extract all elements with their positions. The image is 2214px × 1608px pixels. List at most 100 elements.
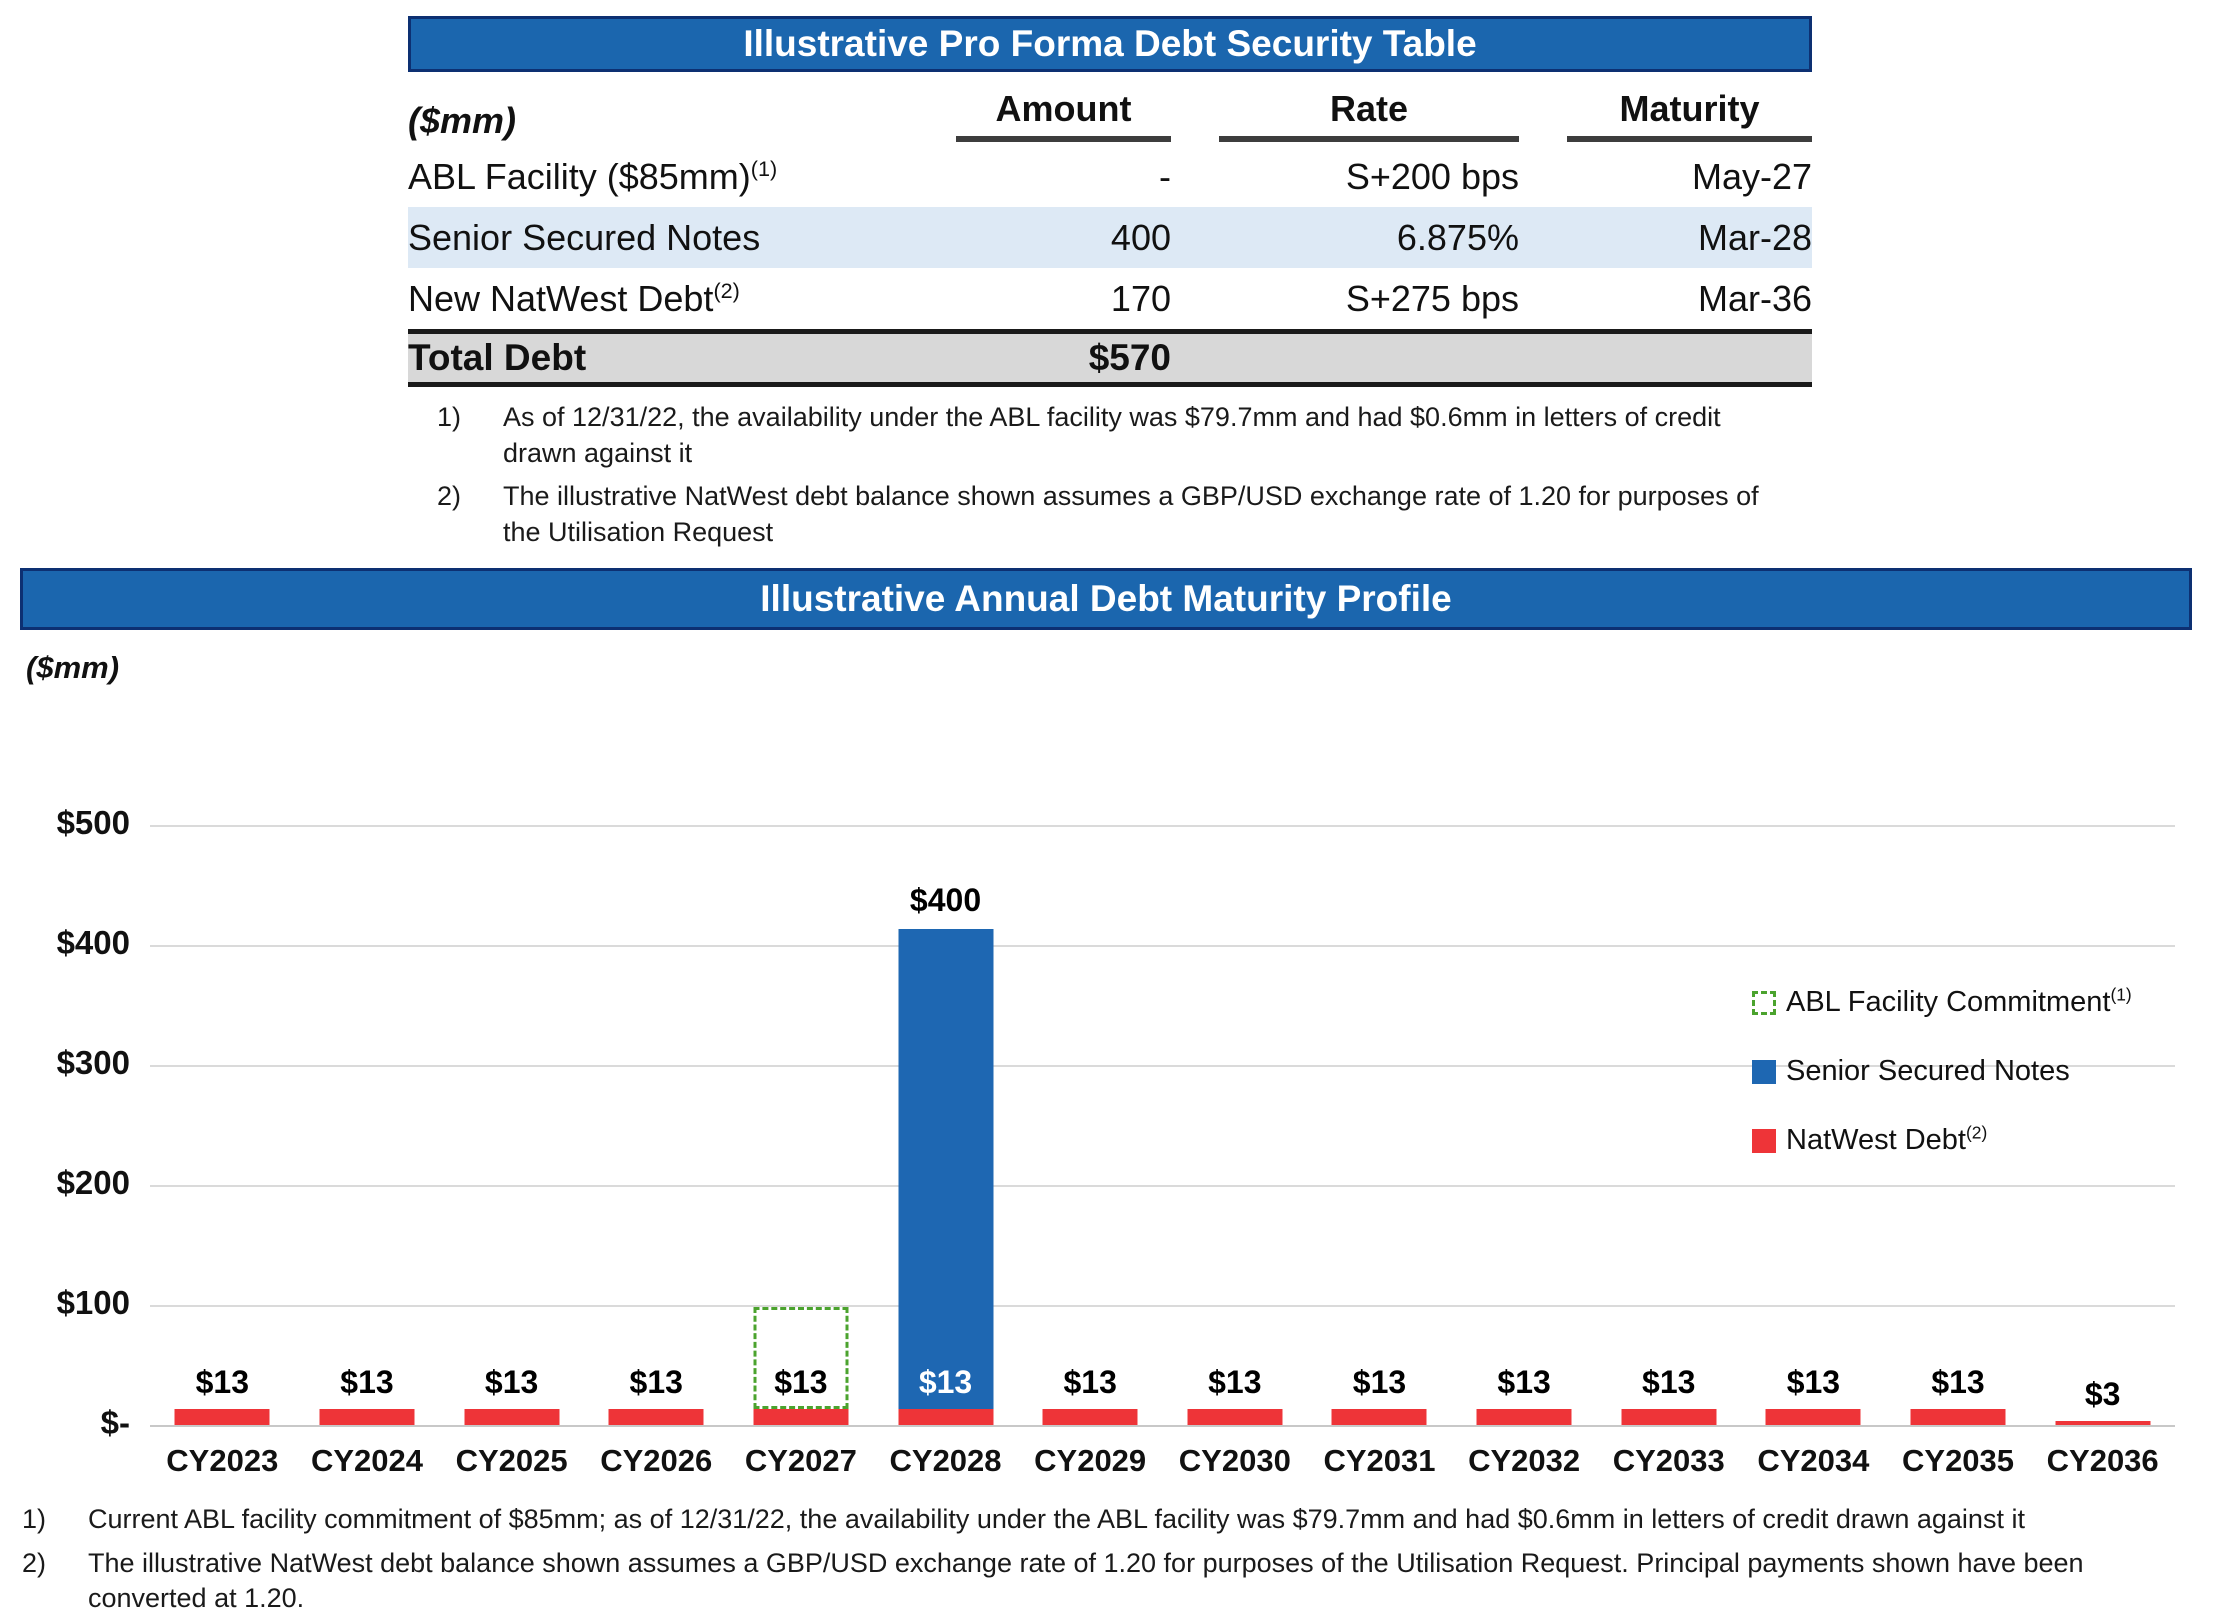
x-axis-category-label: CY2030 (1178, 1443, 1291, 1478)
bar-value-label: $13 (1063, 1364, 1117, 1401)
natwest-debt-bar (753, 1409, 849, 1425)
x-axis-category-label: CY2028 (889, 1443, 1002, 1478)
natwest-debt-bar (608, 1409, 704, 1425)
row-amount: 400 (1110, 216, 1171, 258)
footnote-text: As of 12/31/22, the availability under t… (503, 402, 1721, 468)
bar-value-label: $13 (629, 1364, 683, 1401)
natwest-debt-bar (1476, 1409, 1572, 1425)
chart-column-cy2028: $13 CY2028 $400 (873, 825, 1018, 1478)
column-header-amount: Amount (956, 88, 1171, 142)
total-amount: $570 (1088, 337, 1171, 378)
row-maturity: May-27 (1691, 155, 1812, 197)
natwest-debt-bar (1187, 1409, 1283, 1425)
row-rate: 6.875% (1396, 216, 1519, 258)
stack-total-label: $400 (909, 882, 982, 919)
natwest-debt-bar (174, 1409, 270, 1425)
table-header-row: ($mm) Amount Rate Maturity (408, 72, 1812, 146)
table-unit-label: ($mm) (408, 100, 517, 141)
legend-label: ABL Facility Commitment(1) (1786, 984, 2132, 1018)
legend-blue-swatch-icon (1752, 1059, 1776, 1084)
x-axis-category-label: CY2032 (1468, 1443, 1581, 1478)
natwest-debt-bar (1621, 1409, 1717, 1425)
table-body: ABL Facility ($85mm)(1) - S+200 bps May-27 S… (408, 146, 1812, 329)
footnote-text: Current ABL facility commitment of $85mm… (88, 1504, 2025, 1534)
table-footnotes: 1) As of 12/31/22, the availability under… (437, 400, 1782, 551)
row-name: New NatWest Debt(2) (408, 277, 740, 319)
total-label: Total Debt (408, 337, 587, 378)
y-axis-tick-label: $200 (56, 1164, 130, 1201)
bar-value-label: $13 (1642, 1364, 1696, 1401)
x-axis-category-label: CY2033 (1612, 1443, 1725, 1478)
bar-chart-plot-area: $13 CY2023 $13 CY2024 $13 CY2025 $13 CY2026 $13 C… (150, 825, 2175, 1478)
y-axis-tick-label: $100 (56, 1284, 130, 1321)
legend-item: NatWest Debt(2) (1752, 1124, 2132, 1157)
chart-title: Illustrative Annual Debt Maturity Profil… (760, 578, 1452, 619)
footnote-number: 2) (22, 1547, 47, 1578)
natwest-debt-bar (1765, 1409, 1861, 1425)
debt-security-table: ($mm) Amount Rate Maturity ABL Facility … (408, 72, 1812, 387)
y-axis-tick-label: $400 (56, 924, 130, 961)
gridline (150, 1065, 2175, 1067)
chart-column-cy2031: $13 CY2031 (1307, 825, 1452, 1478)
y-axis-tick-label: $500 (56, 804, 130, 841)
row-amount: 170 (1110, 277, 1171, 319)
bar-value-label: $3 (2084, 1376, 2121, 1413)
bar-value-label: $13 (340, 1364, 394, 1401)
bar-value-label: $13 (195, 1364, 250, 1401)
chart-footnotes: 1) Current ABL facility commitment of $85… (22, 1502, 2200, 1608)
footnote-number: 1) (437, 402, 462, 432)
legend-label: Senior Secured Notes (1786, 1055, 2070, 1087)
row-name: Senior Secured Notes (408, 216, 761, 258)
row-name: ABL Facility ($85mm)(1) (408, 155, 778, 197)
footnote-text: The illustrative NatWest debt balance sh… (88, 1547, 2084, 1608)
y-axis-tick-label: $300 (56, 1044, 130, 1081)
x-axis-category-label: CY2027 (744, 1443, 857, 1478)
legend-dash-swatch-icon (1752, 990, 1776, 1015)
x-axis-category-label: CY2025 (455, 1443, 568, 1478)
x-axis-category-label: CY2023 (166, 1443, 279, 1478)
row-maturity: Mar-36 (1697, 277, 1812, 319)
legend-item: Senior Secured Notes (1752, 1055, 2132, 1088)
table-row: New NatWest Debt(2) 170 S+275 bps Mar-36 (408, 268, 1812, 329)
chart-column-cy2030: $13 CY2030 (1163, 825, 1308, 1478)
row-maturity: Mar-28 (1697, 216, 1812, 258)
bar-value-label: $13 (1931, 1364, 1985, 1401)
senior-secured-notes-bar (898, 929, 994, 1410)
abl-facility-commitment-outline (753, 1307, 849, 1410)
column-header-maturity: Maturity (1567, 88, 1812, 142)
y-axis-tick-label: $- (100, 1404, 130, 1441)
bar-value-label: $13 (1497, 1364, 1551, 1401)
x-axis-category-label: CY2036 (2046, 1443, 2159, 1478)
table-title: Illustrative Pro Forma Debt Security Tab… (743, 23, 1477, 64)
chart-legend: ABL Facility Commitment(1) Senior Secured… (1752, 986, 2132, 1193)
legend-label: NatWest Debt(2) (1786, 1122, 1988, 1156)
chart-column-cy2035: $13 CY2035 (1886, 825, 2031, 1478)
chart-column-cy2024: $13 CY2024 (295, 825, 440, 1478)
chart-column-cy2023: $13 CY2023 (150, 825, 295, 1478)
chart-column-cy2026: $13 CY2026 (584, 825, 729, 1478)
legend-red-swatch-icon (1752, 1128, 1776, 1153)
chart-column-cy2036: $3 CY2036 (2030, 825, 2175, 1478)
gridline (150, 1185, 2175, 1187)
bar-value-label: $13 (918, 1364, 973, 1401)
column-header-rate: Rate (1219, 88, 1519, 142)
bar-value-label: $13 (484, 1364, 539, 1401)
footnote-number: 1) (22, 1504, 47, 1534)
bar-value-label: $13 (1786, 1364, 1841, 1401)
x-axis-category-label: CY2034 (1757, 1443, 1870, 1478)
row-rate: S+275 bps (1345, 277, 1519, 319)
chart-title-banner: Illustrative Annual Debt Maturity Profil… (20, 568, 2192, 630)
x-axis-category-label: CY2026 (600, 1443, 713, 1478)
chart-column-cy2034: $13 CY2034 (1741, 825, 1886, 1478)
natwest-debt-bar (1331, 1409, 1427, 1425)
gridline (150, 825, 2175, 827)
table-title-banner: Illustrative Pro Forma Debt Security Tab… (408, 16, 1812, 72)
chart-column-cy2033: $13 CY2033 (1596, 825, 1741, 1478)
chart-column-cy2025: $13 CY2025 (439, 825, 584, 1478)
natwest-debt-bar (1042, 1409, 1138, 1425)
table-row: Senior Secured Notes 400 6.875% Mar-28 (408, 207, 1812, 268)
natwest-debt-bar (319, 1409, 415, 1425)
row-amount: - (1159, 155, 1171, 197)
row-rate: S+200 bps (1345, 155, 1519, 197)
